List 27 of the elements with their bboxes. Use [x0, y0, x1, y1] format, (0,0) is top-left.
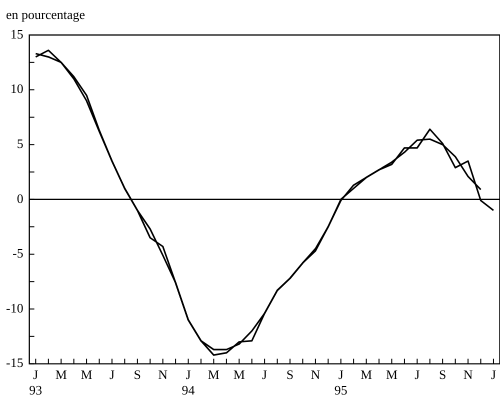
- x-tick-label: J: [414, 367, 420, 382]
- x-tick-label: J 93: [29, 367, 42, 398]
- x-tick-label: M: [208, 367, 220, 382]
- x-tick-label: J: [109, 367, 115, 382]
- y-tick-label: 10: [10, 81, 24, 96]
- x-tick-label: S: [438, 367, 446, 382]
- x-tick-label: M: [386, 367, 398, 382]
- y-tick-label: 5: [16, 136, 24, 152]
- x-tick-label: M: [80, 367, 93, 382]
- y-tick-label: 15: [10, 26, 24, 42]
- y-tick-label: -10: [6, 300, 24, 316]
- y-tick-label: -15: [6, 355, 24, 370]
- x-tick-label: N: [310, 367, 321, 382]
- x-tick-label: M: [55, 367, 68, 382]
- y-tick-label: 0: [16, 190, 24, 206]
- y-tick-label: -5: [12, 246, 24, 261]
- x-tick-label: N: [463, 367, 474, 382]
- y-axis-title: en pourcentage: [6, 7, 86, 22]
- x-tick-label: J 95: [334, 367, 348, 398]
- x-tick-label: S: [286, 367, 294, 382]
- x-tick-label: N: [158, 367, 168, 382]
- x-tick-label: J: [490, 367, 496, 382]
- x-tick-label: S: [134, 367, 142, 382]
- x-tick-label: M: [360, 367, 373, 382]
- x-tick-label: M: [233, 367, 246, 382]
- x-tick-label: J 94: [182, 367, 196, 398]
- x-tick-label: J: [262, 367, 268, 382]
